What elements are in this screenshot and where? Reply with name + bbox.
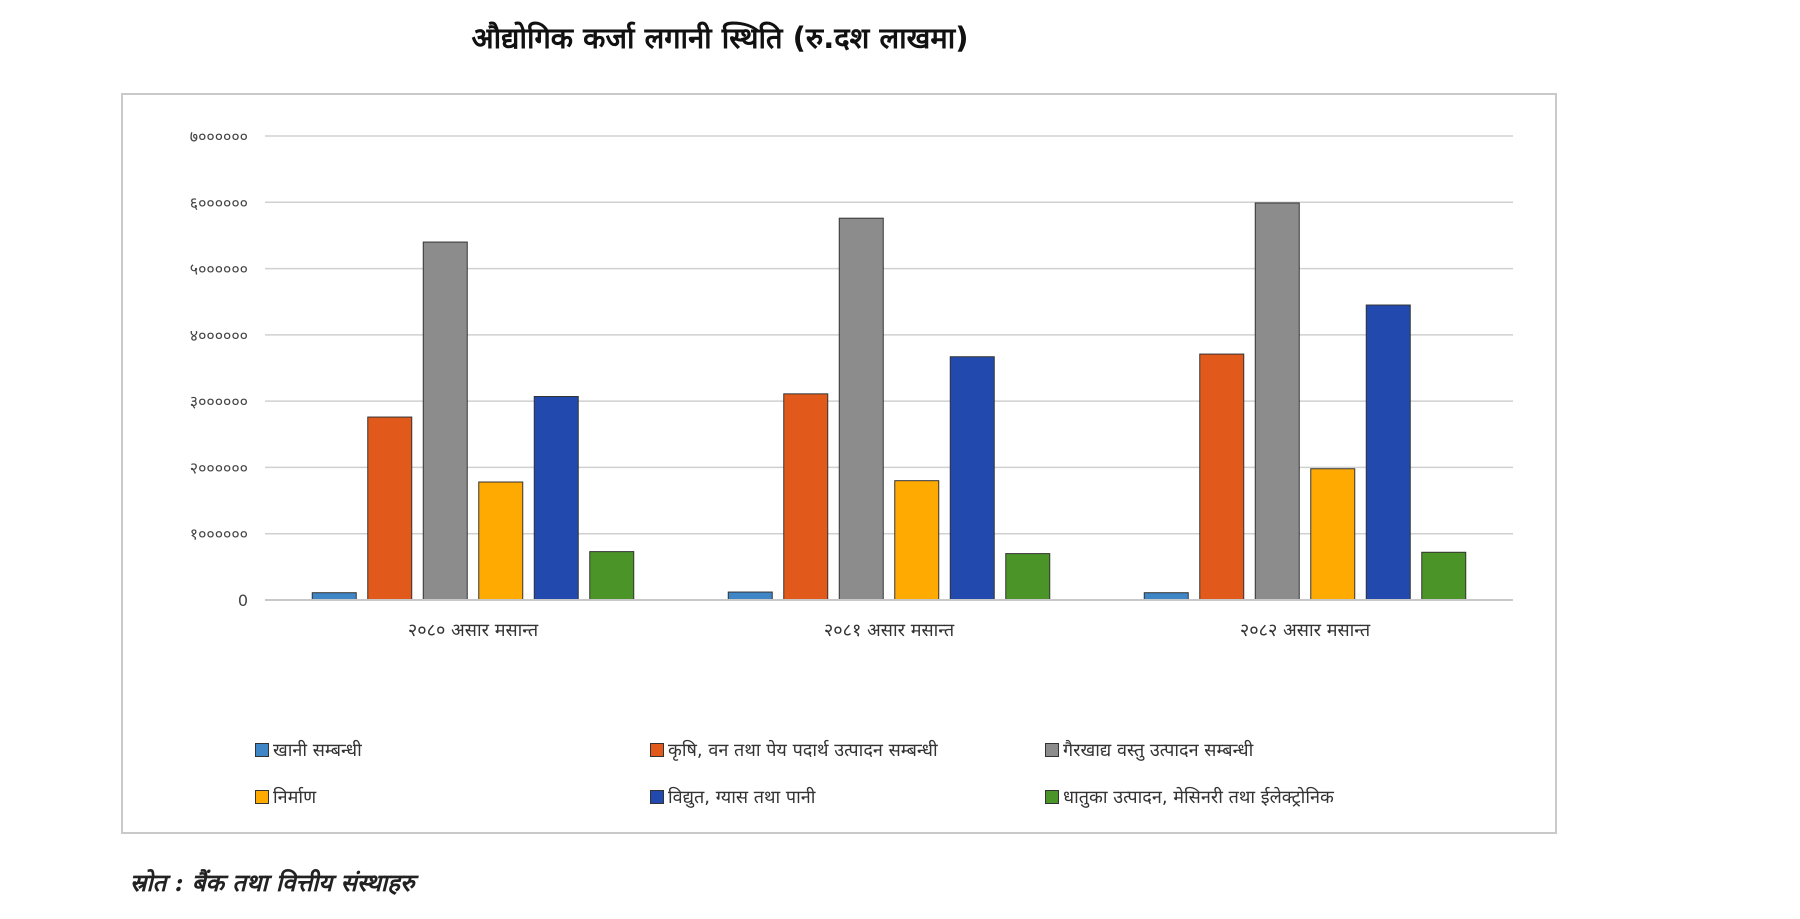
legend-swatch (255, 790, 269, 804)
legend-label: निर्माण (273, 787, 317, 808)
legend-item: विद्युत, ग्यास तथा पानी (650, 785, 1045, 809)
bar (727, 591, 773, 601)
gridlines (265, 135, 1513, 535)
page-title: औद्योगिक कर्जा लगानी स्थिति (रु.दश लाखमा… (471, 21, 969, 55)
legend-swatch (650, 790, 664, 804)
bar (311, 592, 357, 601)
y-tick-label: २०००००० (190, 458, 248, 477)
y-tick-label: ७०००००० (190, 127, 248, 146)
legend-label: विद्युत, ग्यास तथा पानी (668, 787, 816, 808)
bar (1310, 468, 1356, 601)
y-tick-label: १०००००० (190, 525, 248, 544)
legend-label: कृषि, वन तथा पेय पदार्थ उत्पादन सम्बन्धी (668, 740, 938, 761)
bar (589, 551, 635, 601)
x-category-label: २०८० असार मसान्त (408, 620, 539, 641)
bar (478, 481, 524, 601)
legend-label: खानी सम्बन्धी (273, 740, 362, 761)
legend-swatch (1045, 743, 1059, 757)
legend: खानी सम्बन्धी कृषि, वन तथा पेय पदार्थ उत… (255, 738, 1455, 809)
bar (1365, 304, 1411, 601)
legend-label: धातुका उत्पादन, मेसिनरी तथा ईलेक्ट्रोनिक (1063, 787, 1334, 808)
legend-swatch (1045, 790, 1059, 804)
legend-item: धातुका उत्पादन, मेसिनरी तथा ईलेक्ट्रोनिक (1045, 785, 1440, 809)
y-axis-ticks: 0 १०००००० २०००००० ३०००००० ४०००००० ५०००००० ६०००… (190, 127, 248, 610)
legend-item: खानी सम्बन्धी (255, 738, 650, 762)
bar (422, 241, 468, 601)
bar (838, 217, 884, 601)
y-tick-label: ४०००००० (190, 326, 248, 345)
bar (783, 393, 829, 601)
y-tick-label: ३०००००० (190, 392, 248, 411)
x-category-label: २०८२ असार मसान्त (1240, 620, 1371, 641)
x-category-label: २०८१ असार मसान्त (824, 620, 955, 641)
legend-label: गैरखाद्य वस्तु उत्पादन सम्बन्धी (1063, 740, 1254, 761)
bar (949, 356, 995, 601)
legend-item: कृषि, वन तथा पेय पदार्थ उत्पादन सम्बन्धी (650, 738, 1045, 762)
bar (1005, 553, 1051, 601)
bar (1254, 202, 1300, 601)
bar (1143, 592, 1189, 601)
x-axis-categories: २०८० असार मसान्त २०८१ असार मसान्त २०८२ असा… (408, 620, 1371, 641)
bar (894, 480, 940, 601)
legend-swatch (255, 743, 269, 757)
source-note: स्रोत : बैंक तथा वित्तीय संस्थाहरु (130, 868, 415, 897)
legend-swatch (650, 743, 664, 757)
y-tick-label: ६०००००० (190, 193, 248, 212)
bars (311, 202, 1467, 601)
legend-item: निर्माण (255, 785, 650, 809)
bar (533, 396, 579, 601)
bar (1199, 353, 1245, 601)
bar (367, 416, 413, 601)
bar (1421, 551, 1467, 601)
y-tick-label: 0 (238, 591, 248, 610)
y-tick-label: ५०००००० (190, 260, 248, 279)
legend-item: गैरखाद्य वस्तु उत्पादन सम्बन्धी (1045, 738, 1440, 762)
